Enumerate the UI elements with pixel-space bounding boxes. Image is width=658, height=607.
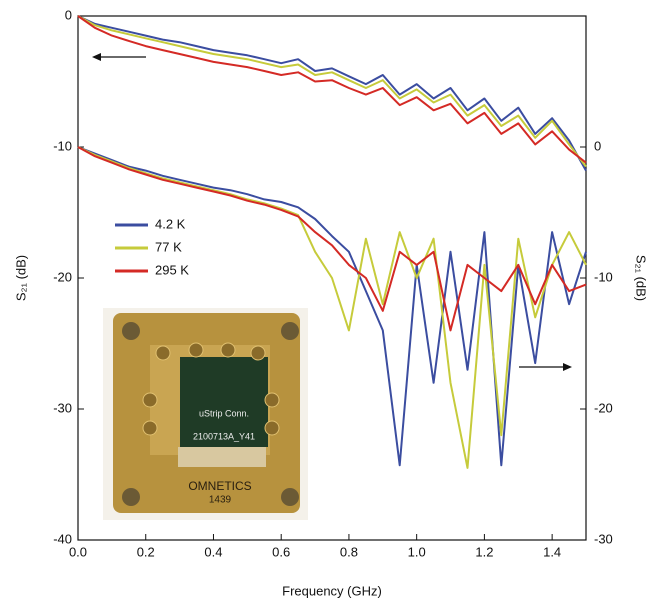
inset-label: OMNETICS xyxy=(188,479,251,493)
x-tick-label: 1.0 xyxy=(408,544,426,559)
chip xyxy=(180,357,268,447)
y-tick-label: 0 xyxy=(65,7,72,22)
y-axis-label: S₂₁ (dB) xyxy=(13,255,28,301)
inset-label: 1439 xyxy=(209,495,232,506)
connector xyxy=(264,420,280,436)
connector xyxy=(142,392,158,408)
y2-axis-label: S₂₁ (dB) xyxy=(634,255,649,301)
y2-tick-label: -10 xyxy=(594,269,613,284)
legend-label: 4.2 K xyxy=(155,216,186,231)
y2-tick-label: 0 xyxy=(594,138,601,153)
axis-arrow-head xyxy=(563,363,572,371)
legend-label: 295 K xyxy=(155,262,189,277)
connector xyxy=(264,392,280,408)
x-tick-label: 0.2 xyxy=(137,544,155,559)
y-tick-label: -30 xyxy=(53,400,72,415)
y-tick-label: -40 xyxy=(53,531,72,546)
x-tick-label: 0.0 xyxy=(69,544,87,559)
series-line xyxy=(77,146,587,469)
y-tick-label: -20 xyxy=(53,269,72,284)
y2-tick-label: -30 xyxy=(594,531,613,546)
screw-hole xyxy=(281,322,299,340)
x-tick-label: 1.4 xyxy=(543,544,561,559)
inset-label: 2100713A_Y41 xyxy=(193,431,255,441)
axis-arrow-head xyxy=(92,53,101,61)
connector xyxy=(220,342,236,358)
x-axis-label: Frequency (GHz) xyxy=(282,583,382,598)
connector xyxy=(155,345,171,361)
x-tick-label: 0.6 xyxy=(272,544,290,559)
series-line xyxy=(77,15,587,172)
series-line xyxy=(77,15,587,168)
inset-photo: uStrip Conn. 2100713A_Y41 OMNETICS 1439 xyxy=(103,308,308,520)
ribbon-connector xyxy=(178,447,266,467)
screw-hole xyxy=(281,488,299,506)
legend-label: 77 K xyxy=(155,239,182,254)
connector xyxy=(188,342,204,358)
series-line xyxy=(77,146,587,332)
y-tick-label: -10 xyxy=(53,138,72,153)
inset-label: uStrip Conn. xyxy=(199,408,249,418)
series-line xyxy=(77,146,587,467)
x-tick-label: 0.4 xyxy=(204,544,222,559)
series-line xyxy=(77,15,587,164)
y2-tick-label: -20 xyxy=(594,400,613,415)
connector xyxy=(250,345,266,361)
screw-hole xyxy=(122,322,140,340)
screw-hole xyxy=(122,488,140,506)
x-tick-label: 1.2 xyxy=(475,544,493,559)
x-tick-label: 0.8 xyxy=(340,544,358,559)
connector xyxy=(142,420,158,436)
